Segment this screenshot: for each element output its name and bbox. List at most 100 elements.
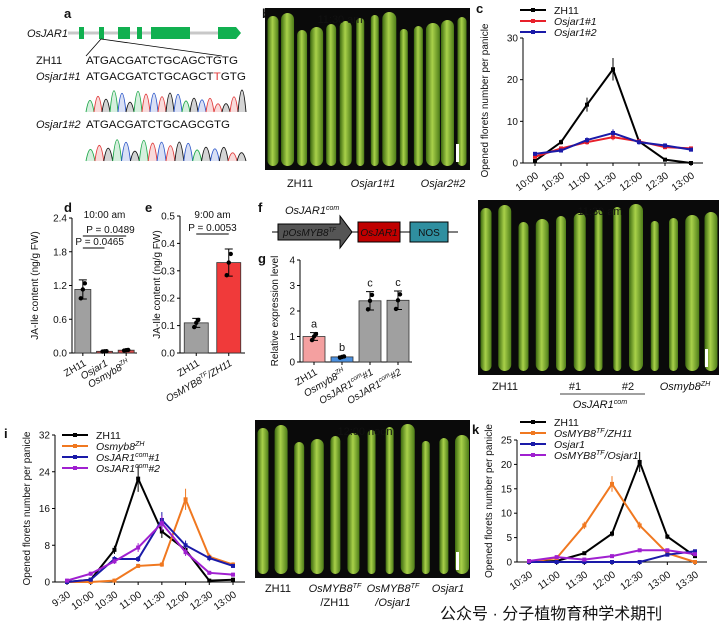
series-1: Osjar1#1 [520, 16, 693, 159]
y-tick-label: 0.5 [161, 212, 175, 223]
exon-arrow [218, 27, 241, 39]
chromatogram-peak [236, 152, 247, 162]
x-tick-label: 13:30 [674, 569, 701, 593]
data-point [611, 135, 615, 140]
label-text: Osjar1#2 [554, 27, 597, 39]
chromatogram-peak [197, 99, 207, 113]
chromatogram-peak [101, 98, 111, 113]
chart-i: 0 8 16 24 32 Opened florets number per panicl… [22, 430, 245, 613]
chromatogram-peak [227, 152, 238, 162]
data-point [637, 459, 642, 464]
callout-line [85, 38, 223, 57]
panicle [367, 430, 376, 574]
time-label: 11:30 am [577, 206, 622, 218]
chromatogram-peak [109, 90, 119, 113]
label-superscript: ZH [117, 357, 129, 368]
data-point [207, 578, 212, 583]
data-point [559, 148, 563, 153]
label-superscript: com [135, 452, 148, 459]
legend-label: OsMYB8TF/Osjar1 [554, 450, 638, 462]
panicle [297, 30, 308, 166]
y-axis-label: Opened florets number per panicle [480, 23, 491, 177]
chromatogram-peak [237, 89, 247, 113]
replicate-dot [224, 273, 229, 278]
chromatogram-peak [130, 150, 140, 162]
data-point [665, 534, 670, 539]
label-suffix: /ZH11 [205, 358, 234, 381]
label-suffix: #2 [388, 367, 404, 382]
panel-letter: c [476, 1, 483, 16]
data-point [637, 560, 642, 564]
panicle [382, 12, 397, 166]
panicle [370, 15, 379, 166]
data-point [112, 547, 117, 552]
panicle [326, 24, 337, 166]
x-tick-label: 12:00 [591, 569, 618, 593]
data-point [231, 577, 235, 582]
genotype-label: Osjar1 [432, 583, 464, 595]
y-tick-label: 3 [289, 281, 295, 292]
label-suffix: #2 [148, 463, 160, 475]
time-label: 12:00 noon [337, 426, 392, 438]
replicate-dot [226, 260, 231, 265]
data-point [582, 557, 587, 562]
x-tick-label: 10:30 [93, 589, 120, 613]
data-point [207, 570, 212, 575]
replicate-dot [397, 292, 403, 297]
y-tick-label: 0.2 [161, 294, 175, 305]
chromatogram-peak [189, 97, 199, 113]
chromatogram-peak [173, 93, 183, 113]
series-3: OsMYB8TF/Osjar1 [520, 450, 697, 564]
x-tick-label: 11:30 [593, 170, 620, 193]
label-superscript: TF [329, 228, 337, 234]
photo-background [255, 420, 470, 578]
genotype-label: Osmyb8ZH [660, 380, 711, 393]
label-suffix: #1 [360, 367, 375, 382]
replicate-dot [82, 281, 88, 286]
x-tick-label: 11:00 [536, 569, 563, 592]
panicle [594, 210, 603, 371]
y-tick-label: 8 [44, 541, 50, 552]
panicle [629, 204, 643, 371]
label-text: ZH11 [265, 583, 291, 595]
series-line [66, 518, 234, 583]
chromatogram-peak [93, 95, 103, 113]
label-superscript: com [614, 398, 628, 406]
genotype-label: Osjar1#1 [351, 178, 396, 190]
panicle [518, 222, 529, 371]
x-tick-label: 11:00 [118, 589, 145, 612]
y-tick-label: 5 [506, 533, 512, 544]
label-superscript: ZH [134, 441, 145, 448]
data-point [554, 560, 559, 564]
chromatogram-peak [221, 103, 231, 113]
genotype-label: OsMYB8TF [367, 582, 420, 595]
label-text: ZH11 [554, 5, 579, 17]
legend-marker [531, 442, 535, 446]
replicate-dot [313, 331, 319, 337]
chromatogram-peak [210, 148, 220, 162]
panicle [339, 21, 352, 166]
significance-letter: b [339, 342, 345, 354]
significance-letter: c [367, 278, 373, 290]
label-text: Osmyb8 [96, 441, 135, 453]
series-line [66, 521, 234, 582]
chromatogram-peak [112, 139, 123, 162]
series-3: OsJAR1com#2 [62, 463, 235, 583]
replicate-dot [196, 317, 201, 323]
chromatogram-peak [192, 149, 202, 162]
exon [79, 27, 84, 39]
data-point [693, 552, 697, 557]
scale-bar [705, 349, 708, 367]
y-tick-label: 0.0 [161, 349, 175, 360]
y-tick-label: 4 [289, 256, 295, 267]
label-superscript: com [326, 205, 339, 212]
label-text: Osjar1 [432, 583, 464, 595]
legend-marker [531, 8, 535, 12]
promoter-label: pOsMYB8TF [282, 228, 336, 239]
series-0: ZH11 [520, 5, 693, 165]
x-tick-label: 11:00 [567, 170, 594, 193]
chromatogram-peak [165, 145, 176, 162]
scale-bar [456, 144, 459, 162]
label-superscript: ZH [700, 380, 711, 388]
